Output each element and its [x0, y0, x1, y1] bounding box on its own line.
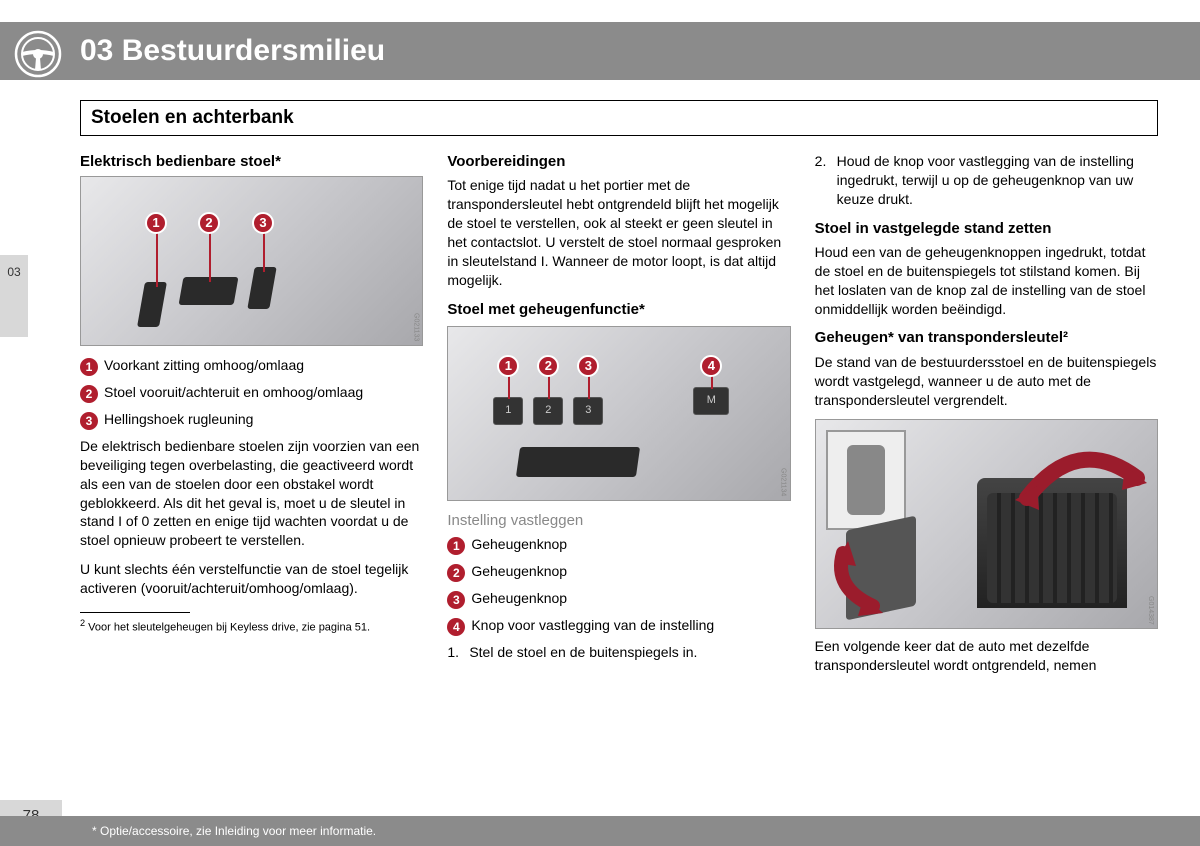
- column-2: Voorbereidingen Tot enige tijd nadat u h…: [447, 152, 790, 788]
- col1-heading: Elektrisch bedienbare stoel*: [80, 152, 423, 172]
- paragraph: De elektrisch bedienbare stoelen zijn vo…: [80, 437, 423, 550]
- ordered-item: 1.Stel de stoel en de buitenspiegels in.: [447, 643, 790, 662]
- legend-item: 2Stoel vooruit/achteruit en omhoog/omlaa…: [80, 383, 423, 402]
- callout-1: 1: [145, 212, 167, 234]
- paragraph: De stand van de bestuurdersstoel en de b…: [815, 353, 1158, 410]
- figure-seat-controls: 1 2 3 G021133: [80, 176, 423, 346]
- ordered-item: 2.Houd de knop voor vastlegging van de i…: [815, 152, 1158, 209]
- figure-transponder: G014387: [815, 419, 1158, 629]
- col3-heading1: Stoel in vastgelegde stand zetten: [815, 219, 1158, 239]
- column-3: 2.Houd de knop voor vastlegging van de i…: [815, 152, 1158, 788]
- steering-wheel-icon: [14, 30, 62, 78]
- col2-heading1: Voorbereidingen: [447, 152, 790, 172]
- footer-note: * Optie/accessoire, zie Inleiding voor m…: [92, 824, 376, 838]
- col3-heading2: Geheugen* van transpondersleutel²: [815, 328, 1158, 348]
- paragraph: Houd een van de geheugenknoppen ingedruk…: [815, 243, 1158, 319]
- footnote: 2 Voor het sleutelgeheugen bij Keyless d…: [80, 617, 423, 636]
- legend-item: 1Voorkant zitting omhoog/omlaag: [80, 356, 423, 375]
- callout-2: 2: [198, 212, 220, 234]
- image-code: G021133: [411, 313, 420, 341]
- figure-memory-buttons: 1 2 3 M 1 2 3 4 G021134: [447, 326, 790, 501]
- callout-3: 3: [252, 212, 274, 234]
- footer-bar: * Optie/accessoire, zie Inleiding voor m…: [0, 816, 1200, 846]
- callout-2: 2: [537, 355, 559, 377]
- chapter-title: 03 Bestuurdersmilieu: [80, 34, 385, 68]
- callout-1: 1: [497, 355, 519, 377]
- image-code: G014387: [1146, 596, 1155, 625]
- callout-3: 3: [577, 355, 599, 377]
- chapter-header: 03 Bestuurdersmilieu: [0, 22, 1200, 80]
- column-1: Elektrisch bedienbare stoel* 1 2 3 G0211…: [80, 152, 423, 788]
- paragraph: Een volgende keer dat de auto met dezelf…: [815, 637, 1158, 675]
- legend-item: 4Knop voor vastlegging van de instelling: [447, 616, 790, 635]
- legend-item: 3Hellingshoek rugleuning: [80, 410, 423, 429]
- paragraph: U kunt slechts één verstelfunctie van de…: [80, 560, 423, 598]
- side-tab: 03: [0, 255, 28, 337]
- footnote-separator: [80, 612, 190, 613]
- gray-subhead: Instelling vastleggen: [447, 511, 790, 531]
- paragraph: Tot enige tijd nadat u het portier met d…: [447, 176, 790, 289]
- image-code: G021134: [778, 468, 787, 496]
- legend-item: 3Geheugenknop: [447, 589, 790, 608]
- col2-heading2: Stoel met geheugenfunctie*: [447, 300, 790, 320]
- callout-4: 4: [700, 355, 722, 377]
- legend-item: 2Geheugenknop: [447, 562, 790, 581]
- content-area: Elektrisch bedienbare stoel* 1 2 3 G0211…: [80, 152, 1158, 788]
- remote-key-inset: [826, 430, 906, 530]
- section-title: Stoelen en achterbank: [80, 100, 1158, 136]
- legend-item: 1Geheugenknop: [447, 535, 790, 554]
